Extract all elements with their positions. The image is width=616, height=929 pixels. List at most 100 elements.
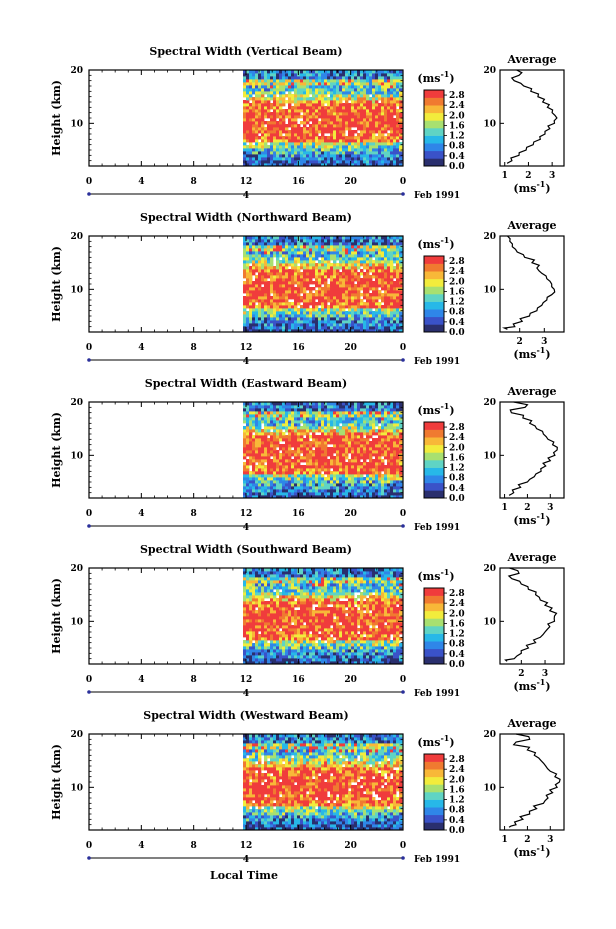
heatmap-cell (306, 299, 310, 303)
heatmap-cell (336, 242, 340, 246)
date-axis-marker (401, 358, 405, 362)
heatmap-cell (288, 290, 292, 294)
avg-x-label-base: (ms (513, 348, 536, 361)
heatmap-cell (348, 127, 352, 131)
heatmap-cell (273, 239, 277, 243)
heatmap-cell (399, 299, 403, 303)
heatmap-cell (249, 432, 253, 436)
heatmap-cell (285, 459, 289, 463)
heatmap-cell (354, 82, 358, 86)
heatmap-cell (255, 296, 259, 300)
heatmap-cell (267, 474, 271, 478)
heatmap-cell (393, 97, 397, 101)
heatmap-cell (303, 269, 307, 273)
heatmap-cell (330, 154, 334, 158)
heatmap-cell (351, 91, 355, 95)
heatmap-cell (327, 79, 331, 83)
heatmap-cell (309, 323, 313, 327)
heatmap-cell (387, 139, 391, 143)
heatmap-cell (378, 320, 382, 324)
heatmap-cell (390, 435, 394, 439)
heatmap-cell (261, 269, 265, 273)
heatmap-cell (381, 236, 385, 240)
heatmap-cell (249, 453, 253, 457)
heatmap-cell (360, 438, 364, 442)
heatmap-cell (273, 414, 277, 418)
heatmap-cell (381, 124, 385, 128)
heatmap-cell (294, 299, 298, 303)
heatmap-cell (330, 417, 334, 421)
heatmap-cell (327, 317, 331, 321)
heatmap-cell (321, 438, 325, 442)
heatmap-cell (249, 281, 253, 285)
heatmap-cell (330, 459, 334, 463)
heatmap-cell (246, 272, 250, 276)
heatmap-cell (360, 471, 364, 475)
heatmap-cell (291, 145, 295, 149)
heatmap-cell (384, 118, 388, 122)
heatmap-cell (354, 272, 358, 276)
heatmap-cell (342, 260, 346, 264)
heatmap-cell (261, 438, 265, 442)
heatmap-cell (354, 432, 358, 436)
heatmap-cell (255, 275, 259, 279)
heatmap-cell (294, 79, 298, 83)
heatmap-cell (309, 91, 313, 95)
heatmap-cell (324, 142, 328, 146)
heatmap-cell (273, 142, 277, 146)
heatmap-cell (282, 417, 286, 421)
heatmap-cell (396, 308, 400, 312)
heatmap-cell (246, 435, 250, 439)
heatmap-cell (273, 438, 277, 442)
heatmap-cell (312, 154, 316, 158)
heatmap-cell (366, 148, 370, 152)
heatmap-cell (342, 308, 346, 312)
heatmap-cell (282, 103, 286, 107)
heatmap-cell (291, 302, 295, 306)
heatmap-cell (333, 302, 337, 306)
heatmap-cell (291, 414, 295, 418)
heatmap-cell (342, 492, 346, 496)
heatmap-cell (303, 311, 307, 315)
heatmap-cell (249, 275, 253, 279)
heatmap-cell (333, 480, 337, 484)
heatmap-cell (384, 236, 388, 240)
heatmap-cell (318, 242, 322, 246)
heatmap-cell (390, 82, 394, 86)
heatmap-cell (309, 489, 313, 493)
heatmap-cell (351, 314, 355, 318)
heatmap-cell (354, 453, 358, 457)
heatmap-cell (270, 287, 274, 291)
heatmap-cell (351, 429, 355, 433)
heatmap-cell (291, 239, 295, 243)
heatmap-cell (384, 100, 388, 104)
heatmap-cell (384, 477, 388, 481)
x-tick-label: 12 (240, 177, 253, 187)
heatmap-cell (300, 480, 304, 484)
heatmap-cell (330, 278, 334, 282)
heatmap-cell (306, 136, 310, 140)
heatmap-cell (300, 477, 304, 481)
heatmap-cell (378, 465, 382, 469)
heatmap-cell (339, 88, 343, 92)
heatmap-cell (375, 118, 379, 122)
heatmap-cell (315, 269, 319, 273)
heatmap-cell (258, 103, 262, 107)
heatmap-cell (318, 492, 322, 496)
heatmap-cell (318, 76, 322, 80)
heatmap-cell (273, 76, 277, 80)
heatmap-cell (306, 480, 310, 484)
heatmap-cell (312, 133, 316, 137)
heatmap-cell (243, 106, 247, 110)
colorbar-segment (424, 90, 444, 98)
heatmap-cell (249, 97, 253, 101)
heatmap-cell (255, 320, 259, 324)
heatmap-cell (267, 468, 271, 472)
heatmap-cell (291, 248, 295, 252)
heatmap-cell (393, 236, 397, 240)
heatmap-cell (321, 459, 325, 463)
heatmap-cell (273, 468, 277, 472)
heatmap-cell (354, 284, 358, 288)
heatmap-cell (315, 459, 319, 463)
heatmap-cell (369, 417, 373, 421)
